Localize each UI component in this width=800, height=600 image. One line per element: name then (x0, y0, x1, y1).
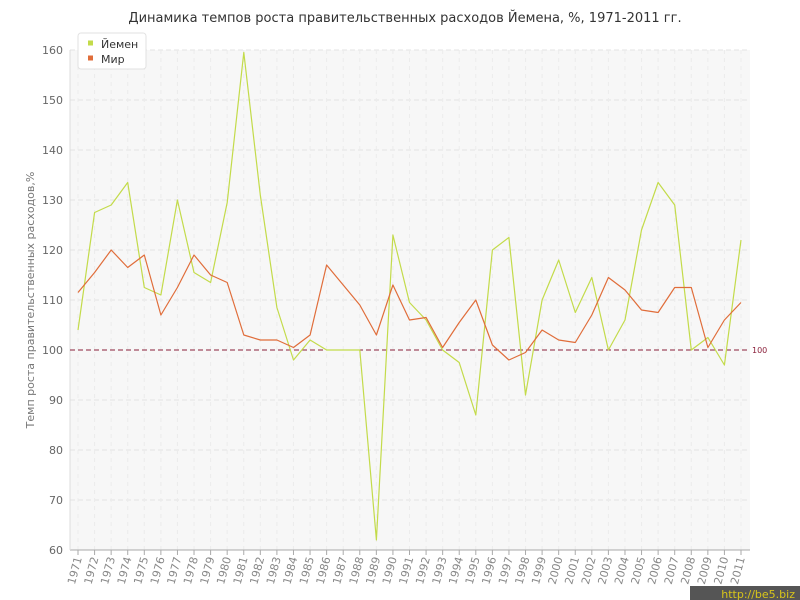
x-tick-labels: 1971197219731974197519761977197819791980… (65, 550, 748, 586)
y-tick-labels: 60 70 80 90 100 110 120 130 140 150 160 (42, 44, 63, 557)
y-tick-label: 100 (42, 344, 63, 357)
y-tick-label: 80 (49, 444, 63, 457)
y-tick-label: 130 (42, 194, 63, 207)
legend: Йемен Мир (77, 32, 147, 70)
series-line-1 (77, 249, 742, 361)
y-tick-label: 90 (49, 394, 63, 407)
watermark-text: http://be5.biz (721, 588, 795, 600)
grid-vertical (77, 50, 742, 550)
legend-box (77, 32, 147, 70)
watermark: http://be5.biz (690, 586, 800, 600)
legend-label-1: Мир (101, 53, 125, 66)
watermark-bg (690, 586, 800, 600)
y-tick-label: 140 (42, 144, 63, 157)
y-tick-label: 120 (42, 244, 63, 257)
y-tick-label: 70 (49, 494, 63, 507)
reference-line-group: 100 (70, 346, 767, 355)
series-line-0 (77, 51, 742, 541)
y-tick-label: 160 (42, 44, 63, 57)
x-tick-label: 2011 (728, 555, 748, 585)
legend-swatch-1 (88, 55, 93, 61)
y-tick-label: 110 (42, 294, 63, 307)
series-lines (77, 51, 742, 541)
reference-label: 100 (752, 346, 767, 355)
y-axis-label: Темп роста правительственных расходов,% (24, 172, 37, 430)
legend-swatch-0 (88, 40, 93, 46)
chart-title: Динамика темпов роста правительственных … (128, 10, 681, 26)
legend-label-0: Йемен (101, 38, 138, 51)
y-tick-label: 60 (49, 544, 63, 557)
y-tick-label: 150 (42, 94, 63, 107)
